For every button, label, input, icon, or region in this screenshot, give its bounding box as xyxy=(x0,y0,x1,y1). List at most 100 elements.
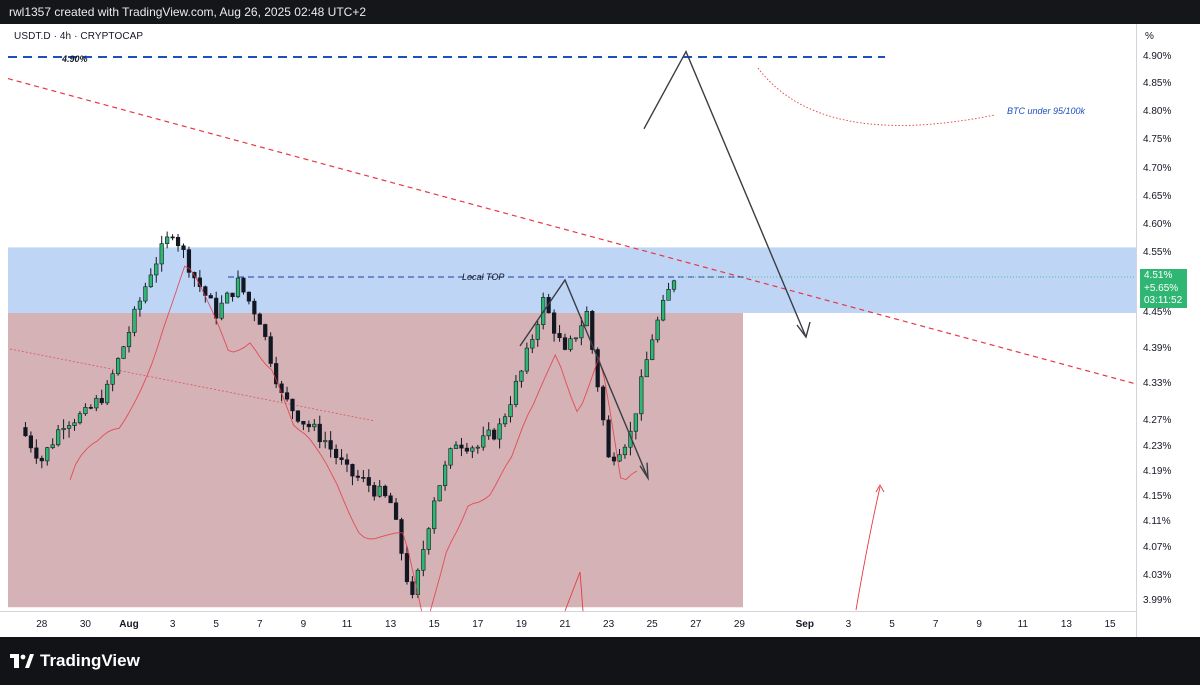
candle-down xyxy=(290,398,295,412)
arrowhead-left xyxy=(639,462,649,481)
time-tick-label: 5 xyxy=(889,619,895,630)
time-tick-label: 13 xyxy=(1060,619,1072,630)
candle-up xyxy=(426,528,431,550)
range-zone xyxy=(8,313,743,608)
candle-up xyxy=(132,308,137,333)
tradingview-logo-icon xyxy=(10,654,34,668)
candle-up xyxy=(83,407,88,415)
price-tick-label: 4.23% xyxy=(1143,441,1172,452)
candle-down xyxy=(284,392,290,400)
price-axis-unit: % xyxy=(1145,31,1154,42)
candle-down xyxy=(88,407,93,409)
candle-up xyxy=(671,280,677,290)
candle-down xyxy=(328,440,333,450)
price-tick-label: 3.99% xyxy=(1143,595,1172,606)
time-tick-label: 15 xyxy=(1104,619,1116,630)
candle-up xyxy=(497,423,502,440)
price-tick-label: 4.55% xyxy=(1143,247,1172,258)
candle-down xyxy=(492,429,497,440)
candle-up xyxy=(475,446,480,449)
price-tick-label: 4.27% xyxy=(1143,415,1172,426)
price-tick-label: 4.03% xyxy=(1143,570,1172,581)
candle-down xyxy=(295,410,301,422)
price-axis[interactable] xyxy=(1136,24,1200,637)
candle-up xyxy=(633,413,638,432)
time-tick-label: 11 xyxy=(341,619,353,630)
candle-up xyxy=(421,549,426,571)
candle-down xyxy=(366,477,371,486)
price-chart[interactable] xyxy=(0,24,1136,611)
candle-down xyxy=(333,448,339,458)
zigzag-arrow-left xyxy=(519,278,649,479)
price-tick-label: 4.19% xyxy=(1143,466,1172,477)
candle-up xyxy=(535,324,540,340)
time-tick-label: 5 xyxy=(213,619,219,630)
candle-down xyxy=(241,277,246,293)
candle-down xyxy=(257,313,262,325)
resistance-zone xyxy=(8,247,1136,313)
candle-up xyxy=(312,423,317,428)
candle-up xyxy=(72,422,77,426)
candle-up xyxy=(660,299,666,321)
time-tick-label: 17 xyxy=(472,619,484,630)
candle-up xyxy=(486,429,491,437)
candle-up xyxy=(573,337,578,340)
price-tick-label: 4.75% xyxy=(1143,134,1172,145)
candle-down xyxy=(344,459,350,465)
time-tick-label: 27 xyxy=(690,619,702,630)
symbol-label: USDT.D · 4h · CRYPTOCAP xyxy=(14,31,144,42)
candle-down xyxy=(590,310,595,350)
candle-up xyxy=(94,397,99,409)
candle-up xyxy=(61,428,66,431)
candle-up xyxy=(45,447,50,462)
candle-down xyxy=(246,291,252,302)
candle-down xyxy=(28,435,34,449)
price-tick-label: 4.15% xyxy=(1143,491,1172,502)
candle-down xyxy=(372,485,377,497)
price-tick-label: 4.80% xyxy=(1143,106,1172,117)
time-tick-label: 13 xyxy=(385,619,397,630)
annotation-btc: BTC under 95/100k xyxy=(1007,106,1086,116)
candle-up xyxy=(502,416,508,425)
candle-down xyxy=(252,300,257,315)
bottom-red-curve xyxy=(564,571,584,611)
time-tick-label: Sep xyxy=(795,619,814,630)
candle-up xyxy=(137,300,143,310)
brand-text: TradingView xyxy=(40,651,140,670)
time-tick-label: 3 xyxy=(845,619,852,630)
candle-down xyxy=(306,423,311,428)
candle-up xyxy=(56,429,61,446)
candle-up xyxy=(530,339,535,349)
candle-down xyxy=(263,324,268,337)
candle-down xyxy=(388,495,393,504)
time-axis[interactable] xyxy=(0,611,1136,638)
candle-up xyxy=(323,440,328,443)
red-indicator-line xyxy=(69,265,638,611)
candle-down xyxy=(175,236,181,247)
candle-down xyxy=(301,420,306,425)
candle-down xyxy=(186,249,192,273)
price-tick-label: 4.85% xyxy=(1143,78,1172,89)
candle-up xyxy=(584,310,589,327)
candle-down xyxy=(268,336,273,364)
candle-up xyxy=(524,347,529,372)
tradingview-logo[interactable]: TradingView xyxy=(10,651,140,671)
candle-up xyxy=(650,339,655,360)
last-price-change: +5.65% xyxy=(1144,282,1179,294)
candle-down xyxy=(208,295,213,299)
candle-up xyxy=(432,500,437,530)
candle-up xyxy=(666,288,671,301)
candle-up xyxy=(165,236,170,244)
time-tick-label: 9 xyxy=(300,619,307,630)
candle-up xyxy=(105,383,110,404)
candle-down xyxy=(595,349,600,388)
last-price-value: 4.51% xyxy=(1144,270,1173,281)
candle-up xyxy=(579,325,584,339)
last-price-tag: 4.51% +5.65% 03:11:52 xyxy=(1140,269,1187,308)
candle-down xyxy=(39,457,44,462)
candle-up xyxy=(442,464,448,486)
candle-up xyxy=(568,338,573,350)
candle-down xyxy=(339,457,344,460)
candle-down xyxy=(99,397,104,404)
time-tick-label: 11 xyxy=(1017,619,1028,630)
